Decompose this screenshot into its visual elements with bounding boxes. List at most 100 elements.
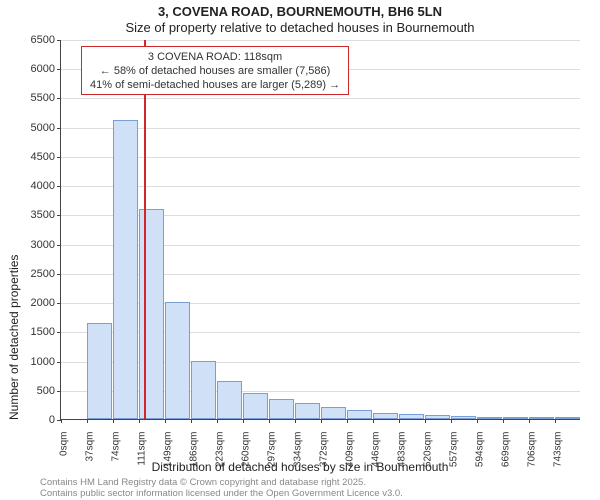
y-tick bbox=[57, 391, 61, 392]
histogram-bar bbox=[165, 302, 190, 419]
y-tick-label: 1500 bbox=[15, 326, 55, 338]
histogram-bar bbox=[217, 381, 242, 419]
y-tick-label: 4500 bbox=[15, 151, 55, 163]
x-tick bbox=[191, 419, 192, 423]
x-tick-label: 297sqm bbox=[267, 432, 278, 468]
y-tick-label: 3500 bbox=[15, 209, 55, 221]
y-tick bbox=[57, 245, 61, 246]
x-tick-label: 669sqm bbox=[501, 432, 512, 468]
x-tick bbox=[243, 419, 244, 423]
x-tick-label: 557sqm bbox=[449, 432, 460, 468]
x-tick bbox=[451, 419, 452, 423]
x-tick bbox=[373, 419, 374, 423]
gridline bbox=[61, 40, 580, 41]
x-tick-label: 334sqm bbox=[293, 432, 304, 468]
chart-title-line1: 3, COVENA ROAD, BOURNEMOUTH, BH6 5LN bbox=[0, 4, 600, 19]
histogram-bar bbox=[113, 120, 138, 419]
x-tick-label: 186sqm bbox=[189, 432, 200, 468]
property-marker-line bbox=[144, 40, 146, 419]
chart-title-line2: Size of property relative to detached ho… bbox=[0, 20, 600, 35]
histogram-bar bbox=[555, 417, 580, 419]
y-tick-label: 2000 bbox=[15, 297, 55, 309]
y-tick bbox=[57, 274, 61, 275]
histogram-bar bbox=[191, 361, 216, 419]
x-tick-label: 706sqm bbox=[527, 432, 538, 468]
histogram-bar bbox=[503, 417, 528, 419]
attribution-text: Contains HM Land Registry data © Crown c… bbox=[40, 478, 403, 500]
x-tick bbox=[347, 419, 348, 423]
y-tick-label: 6500 bbox=[15, 34, 55, 46]
y-tick-label: 6000 bbox=[15, 63, 55, 75]
annotation-line2: ← 58% of detached houses are smaller (7,… bbox=[90, 65, 340, 79]
x-tick-label: 446sqm bbox=[371, 432, 382, 468]
histogram-bar bbox=[139, 209, 164, 419]
histogram-bar bbox=[347, 410, 372, 419]
y-tick bbox=[57, 128, 61, 129]
y-tick bbox=[57, 362, 61, 363]
y-tick-label: 500 bbox=[15, 385, 55, 397]
x-tick-label: 520sqm bbox=[423, 432, 434, 468]
x-tick-label: 149sqm bbox=[163, 432, 174, 468]
x-tick bbox=[165, 419, 166, 423]
x-tick bbox=[425, 419, 426, 423]
x-tick bbox=[529, 419, 530, 423]
y-tick-label: 1000 bbox=[15, 356, 55, 368]
x-tick-label: 409sqm bbox=[345, 432, 356, 468]
x-tick-label: 483sqm bbox=[397, 432, 408, 468]
y-tick-label: 0 bbox=[15, 414, 55, 426]
x-tick-label: 260sqm bbox=[241, 432, 252, 468]
x-tick bbox=[139, 419, 140, 423]
gridline bbox=[61, 128, 580, 129]
histogram-bar bbox=[295, 403, 320, 419]
histogram-bar bbox=[477, 417, 502, 419]
attribution-line2: Contains public sector information licen… bbox=[40, 489, 403, 500]
y-tick-label: 5000 bbox=[15, 122, 55, 134]
x-tick-label: 594sqm bbox=[475, 432, 486, 468]
x-tick-label: 37sqm bbox=[85, 432, 96, 462]
x-tick bbox=[399, 419, 400, 423]
y-tick bbox=[57, 332, 61, 333]
gridline bbox=[61, 186, 580, 187]
annotation-line1: 3 COVENA ROAD: 118sqm bbox=[90, 51, 340, 65]
y-tick bbox=[57, 40, 61, 41]
y-tick bbox=[57, 215, 61, 216]
y-tick bbox=[57, 157, 61, 158]
x-tick-label: 0sqm bbox=[59, 432, 70, 456]
x-tick-label: 372sqm bbox=[319, 432, 330, 468]
x-tick bbox=[61, 419, 62, 423]
x-tick-label: 74sqm bbox=[111, 432, 122, 462]
y-tick-label: 3000 bbox=[15, 239, 55, 251]
x-tick-label: 111sqm bbox=[137, 432, 148, 466]
histogram-bar bbox=[243, 393, 268, 419]
histogram-bar bbox=[321, 407, 346, 419]
histogram-bar bbox=[529, 417, 554, 419]
x-tick bbox=[477, 419, 478, 423]
histogram-bar bbox=[373, 413, 398, 419]
annotation-box: 3 COVENA ROAD: 118sqm ← 58% of detached … bbox=[81, 46, 349, 95]
y-tick-label: 5500 bbox=[15, 92, 55, 104]
x-tick bbox=[321, 419, 322, 423]
gridline bbox=[61, 98, 580, 99]
y-tick-label: 2500 bbox=[15, 268, 55, 280]
x-tick-label: 743sqm bbox=[553, 432, 564, 468]
histogram-bar bbox=[425, 415, 450, 419]
x-tick bbox=[295, 419, 296, 423]
y-tick bbox=[57, 69, 61, 70]
gridline bbox=[61, 157, 580, 158]
y-tick-label: 4000 bbox=[15, 180, 55, 192]
histogram-bar bbox=[87, 323, 112, 419]
x-tick bbox=[87, 419, 88, 423]
histogram-bar bbox=[269, 399, 294, 419]
x-tick bbox=[503, 419, 504, 423]
x-tick-label: 223sqm bbox=[215, 432, 226, 468]
y-tick bbox=[57, 303, 61, 304]
annotation-line3: 41% of semi-detached houses are larger (… bbox=[90, 79, 340, 93]
histogram-bar bbox=[451, 416, 476, 419]
y-tick bbox=[57, 98, 61, 99]
x-tick bbox=[113, 419, 114, 423]
histogram-bar bbox=[399, 414, 424, 419]
y-tick bbox=[57, 186, 61, 187]
x-tick bbox=[217, 419, 218, 423]
x-tick bbox=[555, 419, 556, 423]
x-tick bbox=[269, 419, 270, 423]
